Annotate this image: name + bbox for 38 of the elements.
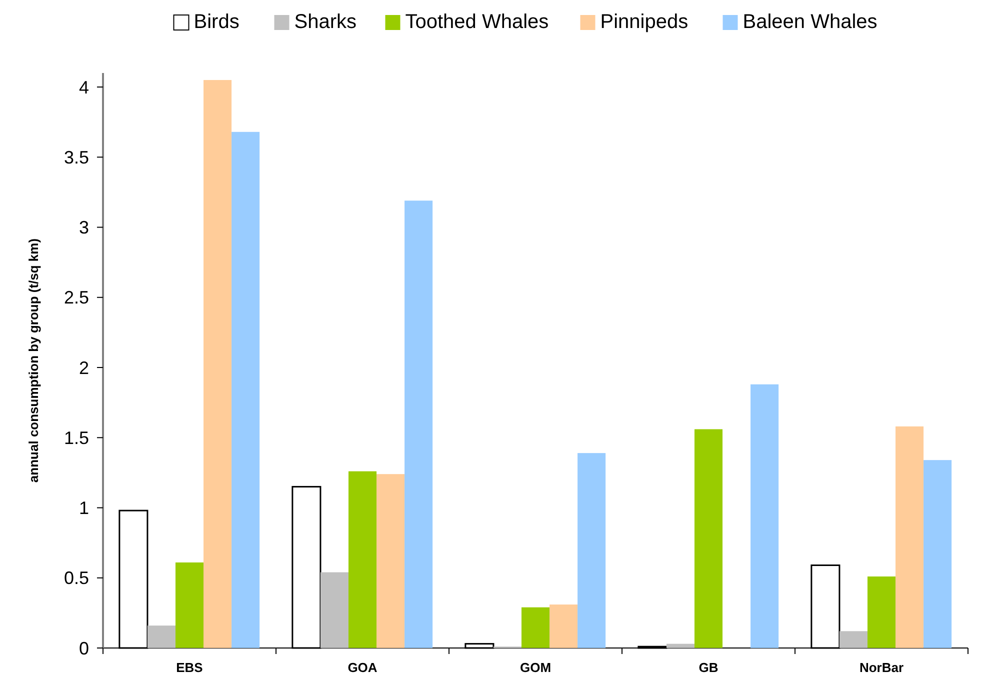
bar: [666, 644, 694, 648]
bar: [320, 572, 348, 648]
bar: [694, 429, 723, 648]
bar: [839, 631, 868, 648]
y-tick-label: 1.5: [64, 428, 89, 448]
legend-label: Sharks: [294, 11, 356, 33]
y-tick-label: 2.5: [64, 288, 89, 308]
legend-label: Baleen Whales: [742, 11, 878, 33]
bar: [204, 80, 232, 648]
x-tick-label: NorBar: [859, 660, 904, 675]
bar: [175, 562, 204, 648]
bar: [924, 460, 952, 648]
legend-label: Birds: [194, 11, 240, 33]
bar: [578, 453, 606, 648]
legend-label: Pinnipeds: [600, 11, 688, 33]
bar: [376, 474, 405, 648]
y-tick-label: 0.5: [64, 568, 89, 588]
y-tick-label: 3: [78, 218, 89, 238]
bar: [348, 471, 377, 648]
legend-label: Toothed Whales: [405, 11, 549, 33]
x-tick-label: GOA: [348, 660, 378, 675]
bar: [867, 576, 896, 648]
bar: [147, 626, 176, 648]
bar: [404, 200, 433, 648]
bar: [750, 384, 779, 648]
x-tick-label: EBS: [176, 660, 204, 675]
y-axis-title: annual consumption by group (t/sq km): [26, 238, 41, 483]
y-tick-label: 4: [78, 77, 89, 98]
bar: [896, 426, 924, 648]
bar: [550, 604, 578, 648]
y-tick-label: 3.5: [64, 147, 89, 168]
bar: [521, 607, 550, 648]
x-tick-label: GB: [698, 660, 718, 675]
bar: [232, 132, 260, 648]
y-tick-label: 0: [78, 638, 89, 658]
y-tick-label: 2: [78, 358, 89, 378]
x-tick-label: GOM: [520, 660, 552, 675]
y-tick-label: 1: [78, 498, 89, 518]
